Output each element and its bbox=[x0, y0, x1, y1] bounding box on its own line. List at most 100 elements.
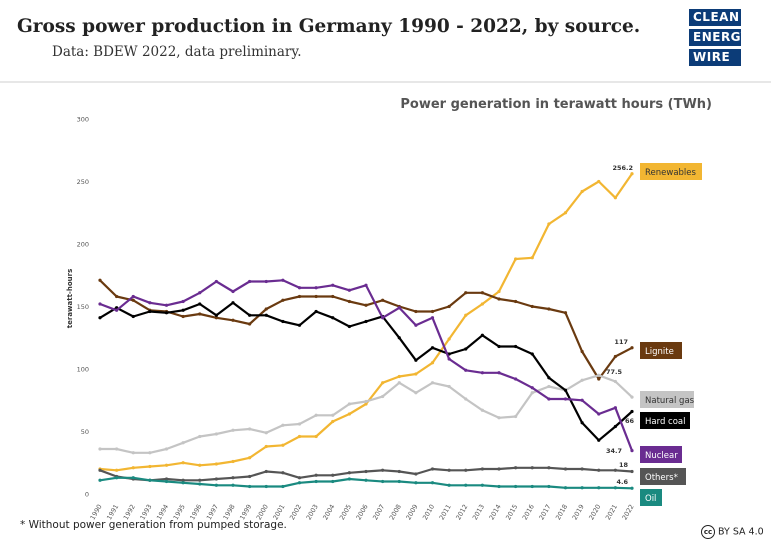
x-tick-label: 2008 bbox=[388, 503, 403, 521]
data-point-renewables bbox=[115, 468, 119, 472]
y-tick-label: 100 bbox=[77, 366, 89, 374]
data-point-nuclear bbox=[347, 288, 351, 292]
legend-label-hard-coal: Hard coal bbox=[645, 417, 686, 427]
y-tick-label: 300 bbox=[77, 116, 89, 124]
x-tick-label: 2007 bbox=[371, 503, 386, 521]
data-point-lignite bbox=[347, 299, 351, 304]
data-point-lignite bbox=[547, 307, 551, 311]
legend-label-nuclear: Nuclear bbox=[645, 451, 678, 461]
data-point-nuclear bbox=[181, 299, 185, 304]
y-tick-label: 200 bbox=[77, 241, 89, 249]
data-point-oil bbox=[630, 486, 634, 490]
data-point-lignite bbox=[597, 377, 601, 381]
data-point-renewables bbox=[547, 222, 551, 226]
series-line-hard-coal bbox=[99, 301, 633, 442]
data-point-oil bbox=[297, 481, 302, 485]
data-point-natural-gas bbox=[181, 441, 185, 445]
data-point-nuclear bbox=[131, 294, 135, 299]
data-point-lignite bbox=[281, 298, 285, 302]
x-tick-label: 2021 bbox=[604, 503, 619, 521]
data-point-renewables bbox=[497, 289, 501, 294]
data-point-hard-coal bbox=[248, 313, 252, 317]
data-point-natural-gas bbox=[314, 413, 318, 417]
data-point-nuclear bbox=[231, 289, 235, 294]
data-point-natural-gas bbox=[98, 447, 102, 451]
data-point-lignite bbox=[248, 322, 252, 326]
data-point-nuclear bbox=[164, 303, 169, 307]
data-point-hard-coal bbox=[530, 352, 534, 356]
data-point-natural-gas bbox=[148, 451, 152, 455]
data-point-others bbox=[297, 476, 302, 480]
data-point-natural-gas bbox=[613, 379, 617, 384]
data-point-lignite bbox=[181, 314, 185, 319]
data-point-hard-coal bbox=[314, 309, 318, 314]
data-point-lignite bbox=[497, 297, 501, 301]
data-point-oil bbox=[597, 486, 601, 490]
data-point-nuclear bbox=[563, 397, 568, 401]
data-point-natural-gas bbox=[514, 414, 518, 419]
clean-energy-wire-logo[interactable]: CLEAN ENERGY WIRE bbox=[689, 9, 749, 69]
y-tick-label: 0 bbox=[85, 491, 89, 499]
data-point-others bbox=[530, 466, 534, 470]
data-point-hard-coal bbox=[580, 421, 584, 425]
data-point-hard-coal bbox=[198, 302, 202, 306]
data-point-lignite bbox=[480, 291, 484, 295]
data-point-others bbox=[364, 469, 368, 474]
data-point-lignite bbox=[563, 311, 568, 315]
data-point-oil bbox=[414, 481, 418, 485]
data-point-nuclear bbox=[281, 278, 285, 282]
data-point-hard-coal bbox=[297, 323, 302, 327]
legend-box-nuclear bbox=[640, 446, 682, 463]
data-point-oil bbox=[480, 483, 484, 487]
data-point-lignite bbox=[214, 316, 218, 320]
data-point-oil bbox=[131, 476, 135, 480]
x-tick-label: 2020 bbox=[587, 503, 602, 521]
data-point-nuclear bbox=[613, 406, 617, 410]
data-point-oil bbox=[198, 482, 202, 486]
data-point-renewables bbox=[198, 463, 202, 467]
data-point-natural-gas bbox=[381, 394, 385, 399]
data-point-natural-gas bbox=[297, 422, 302, 426]
data-point-others bbox=[630, 469, 634, 474]
data-point-hard-coal bbox=[214, 313, 218, 317]
x-tick-label: 2003 bbox=[305, 503, 320, 521]
data-point-hard-coal bbox=[414, 358, 418, 362]
data-point-oil bbox=[264, 484, 268, 489]
data-point-others bbox=[381, 468, 385, 472]
data-point-lignite bbox=[115, 294, 119, 299]
data-point-natural-gas bbox=[281, 423, 285, 427]
data-point-others bbox=[248, 474, 252, 479]
header-divider bbox=[0, 81, 771, 83]
data-point-renewables bbox=[430, 361, 435, 365]
data-point-lignite bbox=[314, 294, 318, 299]
y-tick-label: 150 bbox=[77, 303, 89, 311]
y-tick-label: 250 bbox=[77, 178, 89, 186]
data-point-natural-gas bbox=[597, 373, 601, 377]
data-point-nuclear bbox=[264, 279, 268, 284]
data-point-nuclear bbox=[364, 283, 368, 287]
data-point-renewables bbox=[164, 463, 169, 467]
data-point-hard-coal bbox=[464, 347, 468, 351]
data-point-renewables bbox=[248, 456, 252, 460]
license-badge[interactable]: cc BY SA 4.0 bbox=[701, 525, 764, 539]
legend-box-lignite bbox=[640, 342, 682, 359]
data-point-natural-gas bbox=[331, 413, 335, 417]
data-point-nuclear bbox=[98, 302, 102, 306]
end-value-label-lignite: 117 bbox=[614, 338, 628, 346]
page-title: Gross power production in Germany 1990 -… bbox=[17, 16, 641, 37]
data-point-lignite bbox=[297, 294, 302, 299]
data-point-nuclear bbox=[381, 316, 385, 320]
data-point-lignite bbox=[613, 354, 617, 359]
data-point-lignite bbox=[231, 318, 235, 322]
data-point-oil bbox=[430, 481, 435, 485]
series-line-lignite bbox=[99, 279, 633, 381]
data-point-hard-coal bbox=[331, 316, 335, 320]
data-point-natural-gas bbox=[164, 447, 169, 451]
data-point-nuclear bbox=[214, 279, 218, 284]
data-point-others bbox=[430, 467, 435, 471]
data-point-others bbox=[547, 466, 551, 470]
data-point-renewables bbox=[347, 412, 351, 416]
data-point-natural-gas bbox=[430, 381, 435, 385]
legend-box-others bbox=[640, 468, 686, 485]
